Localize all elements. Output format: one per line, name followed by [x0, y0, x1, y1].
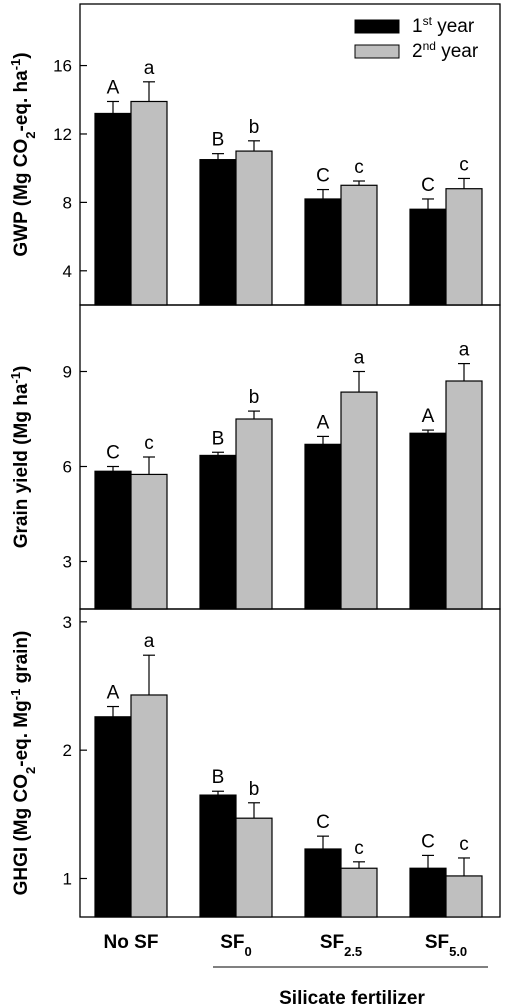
- y-label-sup: -1: [8, 372, 23, 384]
- y-label-part: grain): [11, 631, 32, 689]
- panel-frame-ghgi: [79, 608, 501, 918]
- significance-letter: b: [249, 117, 260, 138]
- significance-letter: b: [249, 387, 260, 408]
- x-category-label: SF2.5: [320, 932, 362, 959]
- y-label-part: -eq. Mg: [11, 700, 32, 767]
- significance-letter: a: [144, 58, 155, 79]
- legend-label-rest: year: [436, 41, 479, 62]
- y-axis-label: GHGI (Mg CO2-eq. Mg-1 grain): [8, 631, 38, 896]
- y-tick-label: 3: [63, 553, 72, 572]
- bar: [130, 473, 168, 610]
- bar: [304, 848, 342, 918]
- legend-swatch: [354, 19, 400, 34]
- bar: [304, 198, 342, 306]
- x-category-main: SF: [220, 932, 244, 953]
- bar: [235, 817, 273, 918]
- legend-label: 2nd year: [412, 39, 479, 62]
- legend-label-main: 1: [412, 16, 423, 37]
- y-label-part: GHGI (Mg CO: [11, 774, 32, 895]
- y-axis-label: Grain yield (Mg ha-1): [8, 366, 33, 549]
- bar: [409, 208, 447, 306]
- y-label-part: ): [11, 52, 32, 58]
- bar: [445, 188, 483, 306]
- bar: [199, 454, 237, 610]
- y-tick-label: 2: [63, 741, 72, 760]
- significance-letter: b: [249, 779, 260, 800]
- significance-letter: c: [459, 154, 469, 175]
- y-label-part: -eq. ha: [11, 70, 32, 132]
- x-category-main: SF: [320, 932, 344, 953]
- y-label-part: ): [11, 366, 32, 372]
- x-category-sub: 2.5: [344, 944, 362, 959]
- bar: [94, 470, 132, 610]
- significance-letter: C: [421, 831, 435, 852]
- bar: [235, 150, 273, 306]
- bar: [199, 159, 237, 306]
- bar: [94, 112, 132, 306]
- y-label-sub: 2: [23, 132, 38, 139]
- bar: [130, 100, 168, 306]
- y-label-sup: -1: [8, 689, 23, 701]
- x-category-label: No SF: [104, 932, 159, 953]
- y-tick-label: 6: [63, 458, 72, 477]
- y-tick-label: 1: [63, 870, 72, 889]
- significance-letter: a: [354, 348, 365, 369]
- significance-letter: c: [354, 157, 364, 178]
- x-axis-title: Silicate fertilizer: [279, 988, 425, 1008]
- significance-letter: C: [106, 443, 120, 464]
- bar: [235, 418, 273, 610]
- y-label-part: GWP (Mg CO: [11, 139, 32, 257]
- significance-letter: C: [421, 175, 435, 196]
- bar: [445, 875, 483, 918]
- y-tick-label: 12: [53, 125, 72, 144]
- x-category-label: SF5.0: [425, 932, 467, 959]
- significance-letter: a: [144, 631, 155, 652]
- y-label-sub: 2: [23, 767, 38, 774]
- legend-label-main: 2: [412, 41, 423, 62]
- bar: [304, 443, 342, 610]
- bar: [94, 716, 132, 918]
- significance-letter: B: [212, 767, 225, 788]
- x-category-sub: 5.0: [449, 944, 467, 959]
- significance-letter: B: [212, 428, 225, 449]
- significance-letter: c: [459, 834, 469, 855]
- bar: [340, 867, 378, 918]
- significance-letter: A: [107, 683, 120, 704]
- significance-letter: B: [212, 130, 225, 151]
- bar: [409, 867, 447, 918]
- bar: [445, 380, 483, 610]
- significance-letter: A: [107, 77, 120, 98]
- bar: [409, 432, 447, 610]
- x-category-sub: 0: [245, 944, 252, 959]
- y-tick-label: 16: [53, 57, 72, 76]
- x-category-main: SF: [425, 932, 449, 953]
- significance-letter: a: [459, 340, 470, 361]
- significance-letter: C: [316, 166, 330, 187]
- x-category-main: No SF: [104, 932, 159, 953]
- legend-label-rest: year: [432, 16, 475, 37]
- y-tick-label: 4: [63, 262, 72, 281]
- y-label-part: Grain yield (Mg ha: [11, 383, 32, 548]
- y-tick-label: 3: [63, 613, 72, 632]
- y-label-sup: -1: [8, 59, 23, 71]
- significance-letter: A: [317, 412, 330, 433]
- significance-letter: c: [144, 433, 154, 454]
- significance-letter: A: [422, 406, 435, 427]
- y-axis-label: GWP (Mg CO2-eq. ha-1): [8, 52, 38, 256]
- legend-label-sup: st: [423, 14, 433, 28]
- bar: [340, 184, 378, 306]
- bar: [199, 794, 237, 918]
- y-tick-label: 9: [63, 363, 72, 382]
- legend-label-sup: nd: [423, 39, 436, 53]
- bar: [340, 391, 378, 610]
- significance-letter: C: [316, 812, 330, 833]
- y-tick-label: 8: [63, 193, 72, 212]
- significance-letter: c: [354, 838, 364, 859]
- x-category-label: SF0: [220, 932, 252, 959]
- legend-swatch: [354, 44, 400, 59]
- legend-label: 1st year: [412, 14, 475, 37]
- bar: [130, 694, 168, 918]
